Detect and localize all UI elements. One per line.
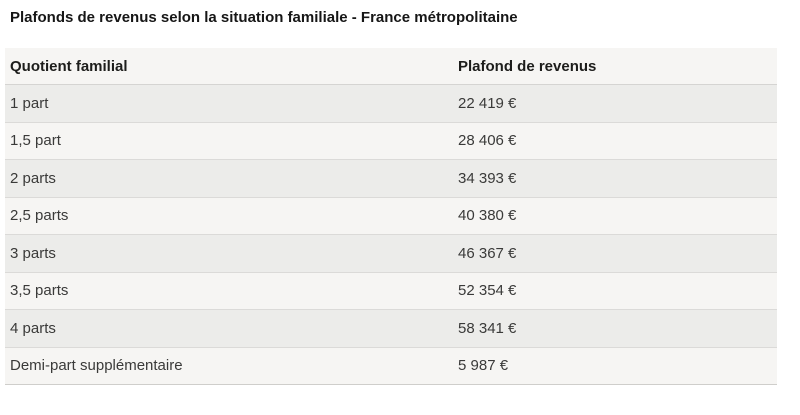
table-row: 3,5 parts 52 354 € (5, 272, 777, 310)
plafond-revenus-cell: 28 406 € (458, 132, 517, 150)
plafond-revenus-cell: 5 987 € (458, 357, 509, 375)
plafond-revenus-cell: 40 380 € (458, 207, 517, 225)
table-body: 1 part 22 419 € 1,5 part 28 406 € 2 parts 34 … (5, 85, 777, 385)
plafond-revenus-cell: 46 367 € (458, 244, 517, 262)
quotient-familial-cell: 1,5 part (10, 132, 61, 150)
plafond-revenus-cell: 52 354 € (458, 282, 517, 300)
table-row: 1,5 part 28 406 € (5, 122, 777, 160)
table-row: 4 parts 58 341 € (5, 310, 777, 348)
page-title: Plafonds de revenus selon la situation f… (10, 9, 518, 26)
table-header-row: Quotient familial Plafond de revenus (5, 48, 777, 85)
column-header-quotient-familial: Quotient familial (10, 57, 128, 75)
quotient-familial-cell: 3,5 parts (10, 282, 69, 300)
table-row: 2,5 parts 40 380 € (5, 197, 777, 235)
plafond-revenus-cell: 58 341 € (458, 319, 517, 337)
quotient-familial-cell: 1 part (10, 94, 49, 112)
quotient-familial-cell: 4 parts (10, 319, 56, 337)
plafond-revenus-cell: 34 393 € (458, 169, 517, 187)
quotient-familial-cell: Demi-part supplémentaire (10, 357, 183, 375)
quotient-familial-cell: 2,5 parts (10, 207, 69, 225)
quotient-familial-cell: 3 parts (10, 244, 56, 262)
column-header-plafond-de-revenus: Plafond de revenus (458, 57, 597, 75)
plafond-revenus-cell: 22 419 € (458, 94, 517, 112)
income-ceilings-table: Quotient familial Plafond de revenus 1 p… (5, 48, 777, 385)
table-row: 1 part 22 419 € (5, 85, 777, 123)
table-row: Demi-part supplémentaire 5 987 € (5, 347, 777, 385)
table-row: 3 parts 46 367 € (5, 235, 777, 273)
quotient-familial-cell: 2 parts (10, 169, 56, 187)
table-row: 2 parts 34 393 € (5, 160, 777, 198)
